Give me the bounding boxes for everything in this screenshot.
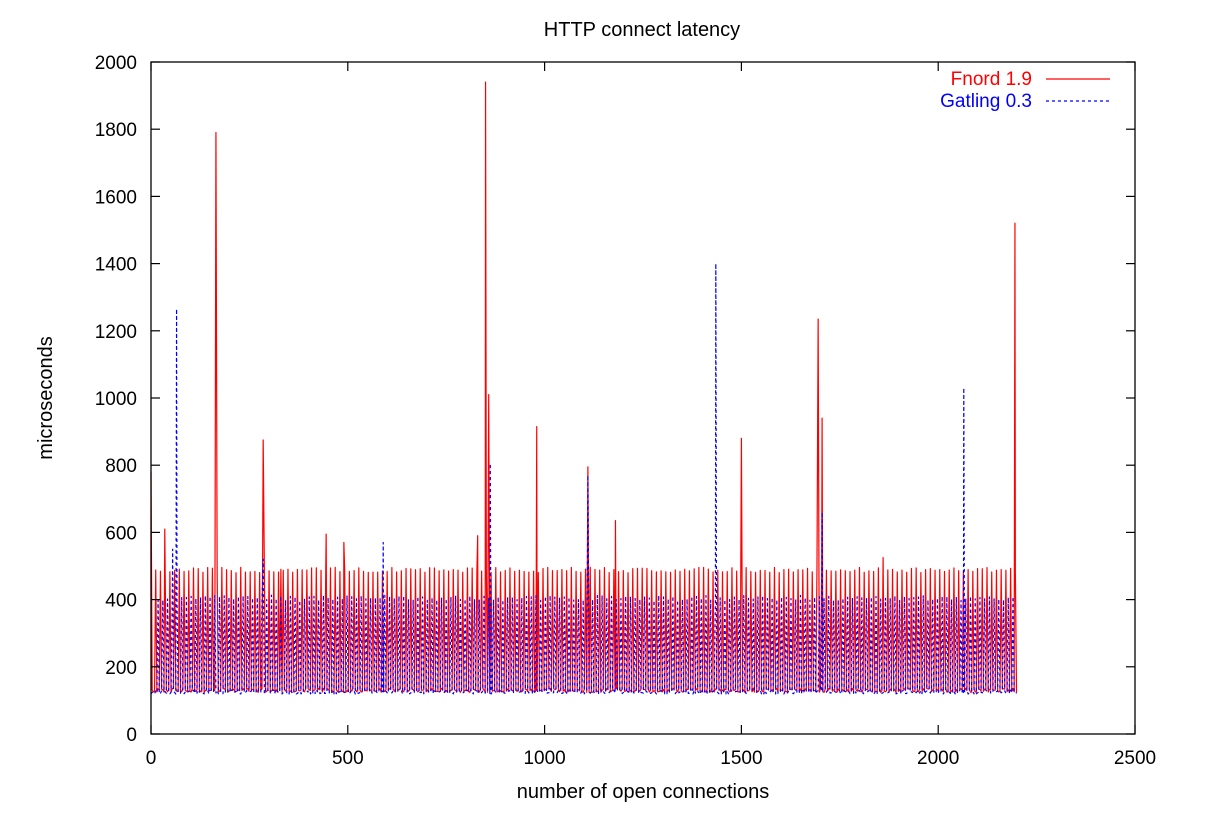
y-tick-label: 1200: [95, 322, 137, 343]
y-tick-label: 1400: [95, 255, 137, 276]
y-tick-label: 0: [126, 725, 137, 746]
y-tick-label: 1600: [95, 187, 137, 208]
legend-label: Gatling 0.3: [940, 91, 1032, 112]
series-line: [150, 263, 1018, 695]
x-tick-label: 500: [332, 748, 364, 769]
y-tick-label: 600: [105, 523, 137, 544]
x-tick-label: 2500: [1114, 748, 1156, 769]
tick-layer: 0 500 1000 1500 2000 2500 0 200 400 600 800 1000 120…: [95, 53, 1156, 769]
y-tick-label: 1000: [95, 389, 137, 410]
y-tick-label: 200: [105, 658, 137, 679]
series-layer: [150, 81, 1018, 695]
x-tick-label: 1000: [523, 748, 565, 769]
legend-label: Fnord 1.9: [951, 69, 1032, 90]
x-tick-label: 1500: [720, 748, 762, 769]
x-axis-title: number of open connections: [517, 781, 769, 803]
y-tick-label: 1800: [95, 120, 137, 141]
y-tick-label: 2000: [95, 53, 137, 74]
chart-title: HTTP connect latency: [544, 19, 740, 41]
y-tick-label: 400: [105, 591, 137, 612]
x-tick-label: 2000: [917, 748, 959, 769]
x-tick-label: 0: [146, 748, 157, 769]
y-tick-label: 800: [105, 456, 137, 477]
y-axis-title: microseconds: [35, 336, 57, 459]
